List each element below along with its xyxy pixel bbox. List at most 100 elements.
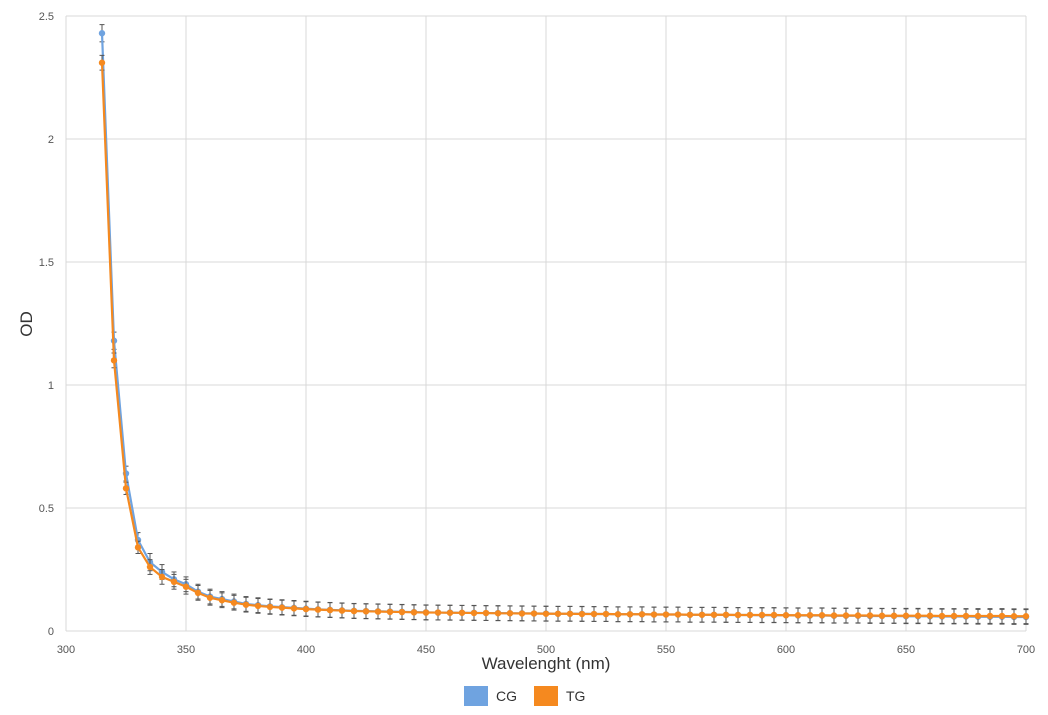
data-point-tg	[278, 604, 286, 611]
data-point-tg	[746, 611, 754, 619]
data-point-tg	[302, 605, 310, 613]
data-point-tg	[290, 605, 298, 612]
y-tick-label: 1.5	[39, 257, 54, 269]
data-point-tg	[470, 609, 478, 617]
x-tick-label: 400	[297, 644, 315, 656]
data-point-tg	[722, 611, 730, 618]
series-line-cg	[100, 33, 1026, 619]
data-point-tg	[986, 612, 994, 620]
data-point-tg	[782, 612, 790, 619]
data-point-tg	[674, 611, 682, 618]
x-tick-label: 500	[537, 644, 555, 656]
data-point-tg	[98, 59, 106, 66]
data-point-tg	[230, 599, 238, 606]
series-layer	[98, 24, 1030, 625]
y-tick-label: 2.5	[39, 11, 54, 23]
data-point-tg	[1022, 613, 1030, 620]
data-point-tg	[698, 611, 706, 618]
data-point-tg	[650, 611, 658, 618]
data-point-tg	[206, 594, 214, 601]
data-point-tg	[602, 610, 610, 618]
data-point-tg	[314, 606, 322, 613]
data-point-tg	[242, 601, 250, 608]
data-point-tg	[338, 607, 346, 614]
data-point-tg	[770, 611, 778, 619]
data-point-tg	[590, 610, 598, 618]
error-bars-tg	[99, 54, 1029, 625]
data-point-tg	[110, 357, 118, 364]
data-point-tg	[398, 608, 406, 616]
x-tick-labels: 300 350 400 450 500 550 600 650 700	[57, 644, 1035, 656]
data-point-tg	[410, 609, 418, 616]
data-point-tg	[890, 612, 898, 619]
data-point-tg	[938, 612, 946, 620]
data-point-tg	[926, 612, 934, 619]
data-point-tg	[494, 610, 502, 617]
x-tick-label: 300	[57, 644, 75, 656]
legend-swatch-cg	[464, 686, 488, 706]
series-line-tg	[100, 62, 1026, 618]
data-point-tg	[134, 544, 142, 551]
x-tick-label: 650	[897, 644, 915, 656]
data-point-tg	[218, 597, 226, 604]
x-tick-label: 700	[1017, 644, 1035, 656]
data-point-tg	[482, 609, 490, 617]
data-point-tg	[122, 485, 130, 492]
data-point-tg	[974, 612, 982, 620]
data-point-tg	[362, 608, 370, 615]
data-point-tg	[578, 610, 586, 618]
data-point-tg	[686, 611, 694, 618]
data-point-tg	[710, 611, 718, 618]
data-point-tg	[638, 611, 646, 618]
data-point-tg	[1010, 613, 1018, 620]
data-point-tg	[794, 612, 802, 619]
data-point-tg	[554, 610, 562, 617]
series-tg	[98, 54, 1030, 625]
data-point-tg	[878, 612, 886, 619]
error-bars-cg	[99, 24, 1029, 625]
data-point-tg	[386, 608, 394, 616]
data-point-tg	[506, 610, 514, 617]
data-point-tg	[818, 612, 826, 619]
data-point-tg	[266, 603, 274, 611]
data-point-tg	[422, 609, 430, 616]
data-point-tg	[446, 609, 454, 616]
data-point-tg	[542, 610, 550, 617]
data-point-tg	[518, 610, 526, 617]
legend-label-tg: TG	[566, 688, 585, 704]
data-point-tg	[830, 612, 838, 619]
data-point-tg	[962, 612, 970, 620]
y-tick-labels: 0 0.5 1 1.5 2 2.5	[39, 11, 54, 638]
data-point-tg	[662, 611, 670, 618]
data-point-tg	[434, 609, 442, 616]
y-tick-label: 0.5	[39, 503, 54, 515]
data-point-tg	[950, 612, 958, 620]
x-tick-label: 450	[417, 644, 435, 656]
data-point-tg	[194, 589, 202, 597]
data-point-tg	[158, 573, 166, 581]
data-point-tg	[458, 609, 466, 616]
data-point-tg	[626, 611, 634, 618]
x-tick-label: 600	[777, 644, 795, 656]
y-axis-title: OD	[17, 311, 36, 337]
data-point-tg	[374, 608, 382, 615]
legend-label-cg: CG	[496, 688, 517, 704]
data-point-tg	[734, 611, 742, 619]
data-point-tg	[146, 563, 154, 571]
data-point-tg	[806, 612, 814, 619]
legend-swatch-tg	[534, 686, 558, 706]
data-point-tg	[914, 612, 922, 619]
series-cg	[98, 24, 1030, 625]
data-point-tg	[170, 578, 178, 585]
data-point-tg	[614, 611, 622, 618]
x-tick-label: 550	[657, 644, 675, 656]
data-point-tg	[350, 607, 358, 615]
data-point-tg	[566, 610, 574, 617]
data-point-tg	[902, 612, 910, 619]
data-point-tg	[866, 612, 874, 619]
data-point-tg	[998, 612, 1006, 620]
data-point-tg	[530, 610, 538, 617]
data-point-tg	[182, 583, 190, 590]
data-point-cg	[98, 30, 106, 37]
